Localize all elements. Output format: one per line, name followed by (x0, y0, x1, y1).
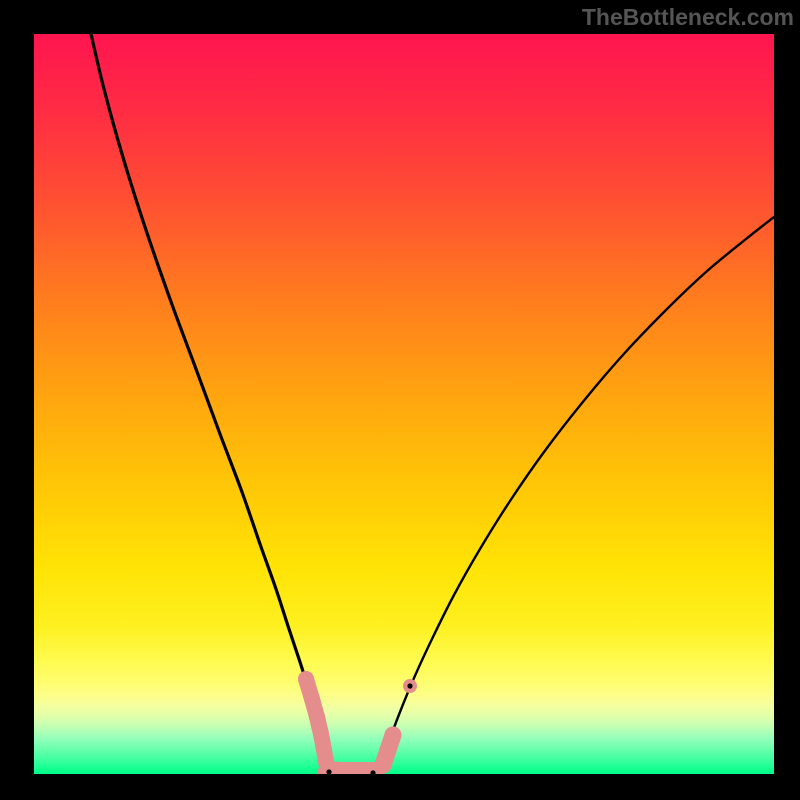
marker-cluster-c-dot-1 (380, 742, 397, 759)
marker-center-dot-2 (407, 683, 412, 688)
chart-stage: TheBottleneck.com (0, 0, 800, 800)
curve-right (380, 217, 774, 774)
marker-cluster-a-dot-3 (313, 726, 329, 742)
marker-cluster-a-dot-1 (304, 691, 320, 707)
marker-cluster-c-dot-2 (385, 727, 402, 744)
marker-cluster-a-dot-0 (298, 671, 314, 687)
plot-area (34, 34, 774, 774)
marker-cluster-a-dot-2 (309, 709, 325, 725)
curve-overlay (34, 34, 774, 774)
curve-left (91, 34, 328, 774)
marker-cluster-c-dot-0 (375, 757, 392, 774)
watermark-text: TheBottleneck.com (582, 4, 794, 31)
